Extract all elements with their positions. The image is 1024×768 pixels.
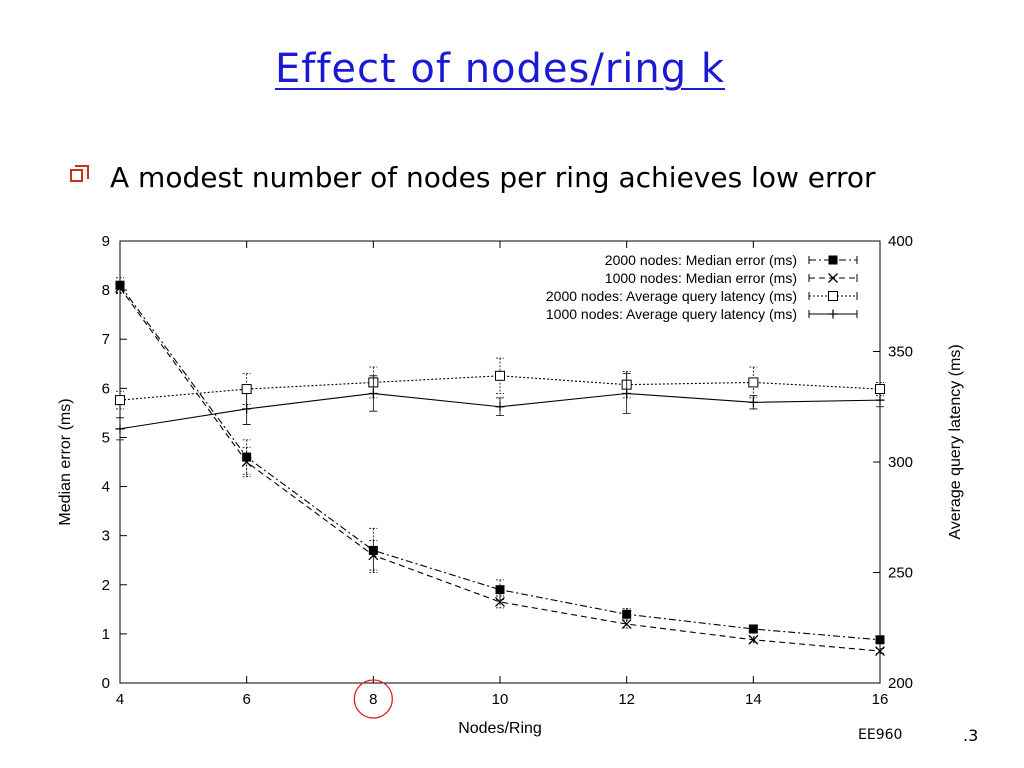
data-point — [115, 282, 125, 293]
nodes-per-ring-chart: 4 6 8 10 12 14 160123456789200250300350400Node… — [57, 233, 964, 737]
error-bar — [496, 595, 504, 609]
y-tick-label: 3 — [102, 528, 110, 545]
legend-marker — [828, 309, 838, 319]
data-point — [875, 646, 885, 657]
y-tick-label: 6 — [102, 380, 110, 397]
data-point — [115, 280, 125, 290]
legend-marker — [828, 291, 838, 301]
legend-bar-cap — [808, 274, 858, 282]
y-tick-label: 2 — [102, 577, 110, 594]
data-point — [748, 377, 759, 388]
y-tick-label: 8 — [102, 282, 110, 299]
y-tick-label: 9 — [102, 233, 110, 250]
data-point — [748, 634, 759, 645]
y2-tick-label: 300 — [888, 454, 913, 471]
x-tick-label: 10 — [492, 691, 509, 708]
slide-number: .3 — [963, 726, 979, 745]
y-axis-label: Median error (ms) — [57, 398, 74, 525]
y2-axis-label: Average query latency (ms) — [947, 344, 964, 539]
data-point — [495, 585, 505, 595]
data-point — [368, 388, 378, 398]
legend-bar-cap — [808, 292, 858, 300]
data-point — [621, 619, 632, 630]
y-tick-label: 7 — [102, 331, 110, 348]
error-bar — [116, 281, 124, 294]
highlight-circle — [353, 679, 393, 719]
data-point — [115, 424, 125, 434]
data-point — [495, 402, 505, 412]
y2-tick-label: 200 — [888, 675, 913, 692]
legend-label: 1000 nodes: Average query latency (ms) — [546, 306, 797, 322]
legend-bar-cap — [808, 256, 858, 264]
bullet-text: A modest number of nodes per ring achiev… — [110, 161, 876, 194]
data-point — [748, 397, 758, 407]
x-tick-label: 4 — [116, 691, 124, 708]
legend-marker — [828, 255, 838, 265]
legend-marker — [828, 273, 838, 283]
data-point — [368, 550, 379, 561]
data-point — [875, 635, 885, 645]
data-point — [242, 452, 252, 462]
legend-label: 2000 nodes: Average query latency (ms) — [546, 288, 797, 304]
x-tick-label: 8 — [369, 691, 377, 708]
legend-label: 2000 nodes: Median error (ms) — [605, 252, 797, 268]
data-point — [748, 624, 758, 634]
x-tick-label: 12 — [618, 691, 635, 708]
data-point — [241, 384, 252, 395]
data-point — [242, 404, 252, 414]
data-point — [875, 384, 885, 395]
y-tick-label: 4 — [102, 479, 110, 496]
legend-bar-cap — [808, 310, 858, 318]
y2-tick-label: 250 — [888, 565, 913, 582]
data-point — [495, 597, 505, 607]
data-point — [875, 395, 885, 405]
footer-label: EE960 — [858, 727, 903, 739]
y-tick-label: 0 — [102, 675, 110, 692]
x-axis-label: Nodes/Ring — [458, 720, 542, 737]
y-tick-label: 1 — [102, 626, 110, 643]
data-point — [622, 609, 632, 619]
slide-title: Effect of nodes/ring k — [274, 46, 726, 92]
y-tick-label: 5 — [102, 429, 110, 446]
x-tick-label: 6 — [242, 691, 250, 708]
data-point — [115, 395, 125, 406]
checkbox-bullet-icon — [70, 165, 89, 182]
data-point — [241, 457, 252, 467]
data-point — [495, 370, 505, 381]
y2-tick-label: 400 — [888, 233, 913, 250]
y2-tick-label: 350 — [888, 344, 913, 361]
legend-label: 1000 nodes: Median error (ms) — [605, 270, 797, 286]
data-point — [368, 545, 378, 555]
x-tick-label: 16 — [872, 691, 889, 708]
x-tick-label: 14 — [745, 691, 762, 708]
data-point — [622, 388, 632, 398]
